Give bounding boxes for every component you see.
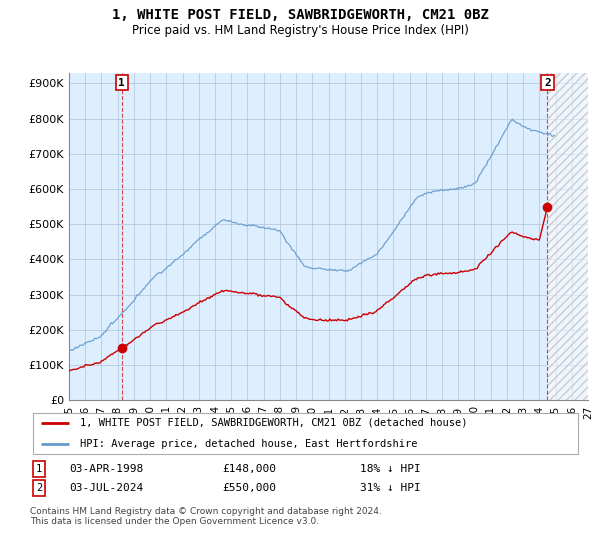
Text: 1, WHITE POST FIELD, SAWBRIDGEWORTH, CM21 0BZ: 1, WHITE POST FIELD, SAWBRIDGEWORTH, CM2… bbox=[112, 8, 488, 22]
Text: £550,000: £550,000 bbox=[222, 483, 276, 493]
Text: 18% ↓ HPI: 18% ↓ HPI bbox=[360, 464, 421, 474]
Text: HPI: Average price, detached house, East Hertfordshire: HPI: Average price, detached house, East… bbox=[80, 439, 417, 449]
Text: 2: 2 bbox=[544, 78, 551, 87]
Bar bbox=[547, 73, 588, 400]
Text: 2: 2 bbox=[36, 483, 42, 493]
Text: 1: 1 bbox=[36, 464, 42, 474]
Text: Price paid vs. HM Land Registry's House Price Index (HPI): Price paid vs. HM Land Registry's House … bbox=[131, 24, 469, 36]
Text: 31% ↓ HPI: 31% ↓ HPI bbox=[360, 483, 421, 493]
Text: 1: 1 bbox=[118, 78, 125, 87]
Bar bbox=[547, 73, 588, 400]
Text: 03-JUL-2024: 03-JUL-2024 bbox=[69, 483, 143, 493]
Text: Contains HM Land Registry data © Crown copyright and database right 2024.
This d: Contains HM Land Registry data © Crown c… bbox=[30, 507, 382, 526]
FancyBboxPatch shape bbox=[33, 413, 578, 454]
Text: £148,000: £148,000 bbox=[222, 464, 276, 474]
Text: 1, WHITE POST FIELD, SAWBRIDGEWORTH, CM21 0BZ (detached house): 1, WHITE POST FIELD, SAWBRIDGEWORTH, CM2… bbox=[80, 418, 467, 428]
Text: 03-APR-1998: 03-APR-1998 bbox=[69, 464, 143, 474]
